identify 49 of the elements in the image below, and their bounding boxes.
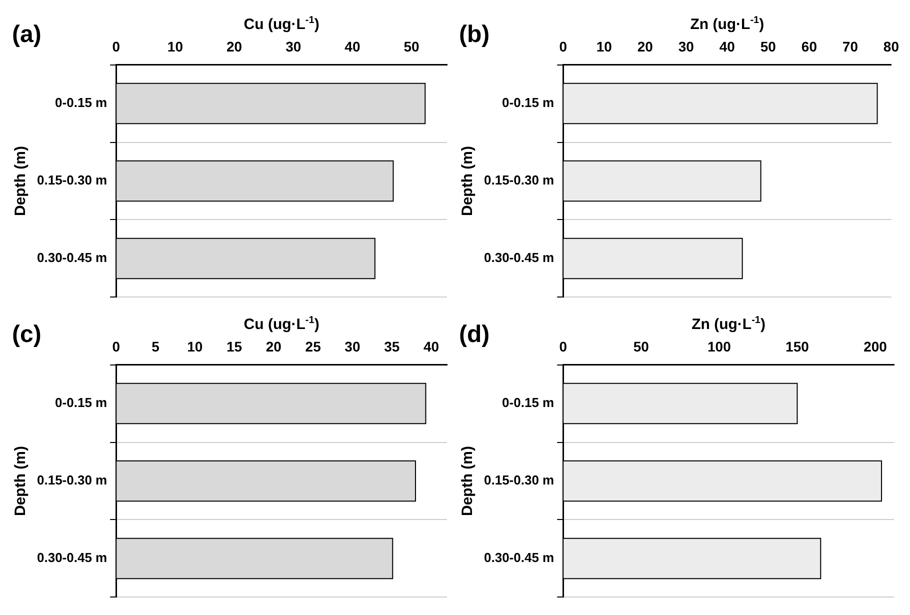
y-tick-label: 0-0.15 m xyxy=(502,95,554,110)
x-tick-label: 150 xyxy=(786,338,810,354)
x-tick-label: 35 xyxy=(384,338,400,354)
x-tick-label: 30 xyxy=(286,38,302,54)
x-tick-label: 40 xyxy=(344,38,360,54)
y-tick-label: 0-0.15 m xyxy=(55,95,108,110)
y-axis-title: Depth (m) xyxy=(459,146,476,216)
x-tick-label: 0 xyxy=(559,338,568,354)
x-tick-label: 40 xyxy=(423,338,440,354)
y-tick-label: 0.15-0.30 m xyxy=(484,172,554,188)
y-tick-label: 0.30-0.45 m xyxy=(36,550,108,566)
x-tick-label: 20 xyxy=(266,338,282,354)
y-axis-title: Depth (m) xyxy=(12,446,30,516)
x-tick-label: 20 xyxy=(226,38,242,54)
y-tick-label: 0-0.15 m xyxy=(502,395,554,410)
x-tick-label: 20 xyxy=(637,38,654,54)
chart-title: (a) xyxy=(12,21,42,48)
chart-title: (b) xyxy=(459,21,490,48)
chart-title: (c) xyxy=(12,321,42,348)
x-tick-label: 5 xyxy=(152,338,160,354)
x-tick-label: 200 xyxy=(864,338,888,354)
y-tick-label: 0.30-0.45 m xyxy=(36,250,108,266)
x-tick-label: 70 xyxy=(842,38,858,54)
x-tick-label: 50 xyxy=(760,38,776,54)
y-axis-title: Depth (m) xyxy=(12,146,30,216)
y-tick-label: 0.15-0.30 m xyxy=(36,472,108,488)
x-tick-label: 50 xyxy=(633,338,650,354)
y-tick-label: 0.30-0.45 m xyxy=(484,250,554,266)
y-tick-label: 0-0.15 m xyxy=(55,395,108,410)
y-tick-label: 0.15-0.30 m xyxy=(36,172,108,188)
x-tick-label: 10 xyxy=(596,38,612,54)
y-tick-label: 0.30-0.45 m xyxy=(484,550,554,566)
x-tick-label: 10 xyxy=(187,338,203,354)
x-tick-label: 30 xyxy=(344,338,360,354)
x-tick-label: 60 xyxy=(801,38,818,54)
x-tick-label: 15 xyxy=(226,338,242,354)
x-tick-label: 80 xyxy=(883,38,900,54)
x-tick-label: 0 xyxy=(112,338,120,354)
x-tick-label: 40 xyxy=(719,38,736,54)
y-axis-title: Depth (m) xyxy=(459,446,476,516)
chart-title: (d) xyxy=(459,321,490,348)
x-tick-label: 30 xyxy=(678,38,694,54)
x-tick-label: 0 xyxy=(112,38,120,54)
x-tick-label: 50 xyxy=(404,38,420,54)
x-tick-label: 100 xyxy=(708,338,732,354)
x-tick-label: 10 xyxy=(167,38,184,54)
y-tick-label: 0.15-0.30 m xyxy=(484,472,554,488)
x-tick-label: 0 xyxy=(559,38,568,54)
x-tick-label: 25 xyxy=(305,338,322,354)
